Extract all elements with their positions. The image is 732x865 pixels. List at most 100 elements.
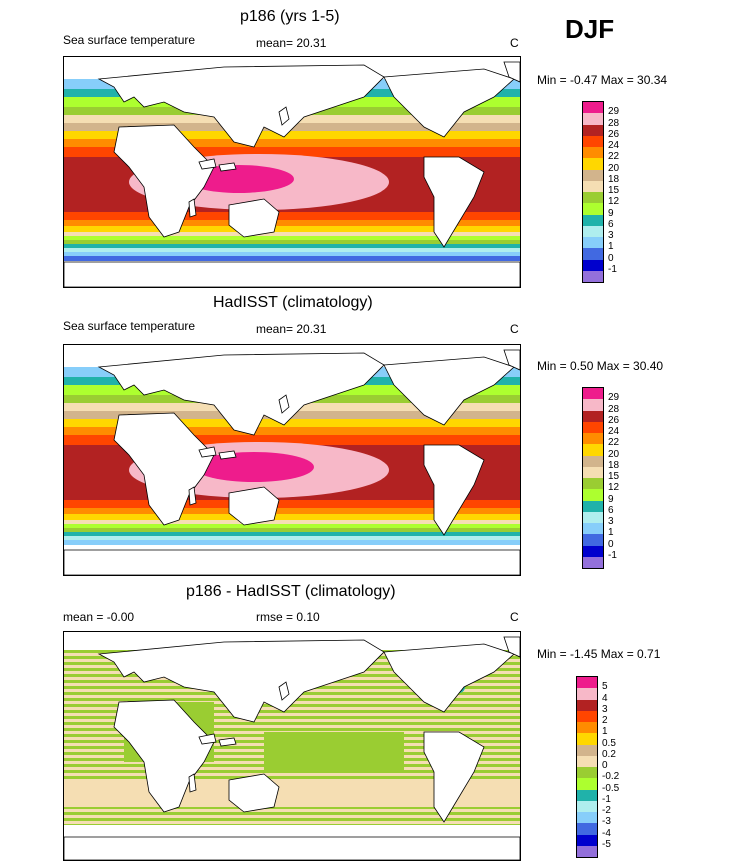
colorbar-swatch [583, 410, 603, 422]
colorbar-tick-label: 15 [608, 471, 620, 482]
colorbar-swatch [577, 733, 597, 745]
colorbar-tick-label: 1 [608, 241, 614, 253]
colorbar-swatch [583, 511, 603, 523]
colorbar-swatch [583, 147, 603, 159]
colorbar-tick-label: 2 [602, 715, 608, 726]
panel2-title: HadISST (climatology) [213, 294, 373, 311]
colorbar-tick-label: 0 [602, 760, 608, 771]
colorbar-swatch [577, 778, 597, 790]
colorbar-swatch [583, 203, 603, 215]
colorbar-swatch [577, 755, 597, 767]
panel3-mean-label: mean = -0.00 [63, 610, 135, 624]
colorbar-tick-label: 24 [608, 426, 620, 437]
panel2-colorbar-swatches [583, 388, 603, 568]
colorbar-tick-label: 0.5 [602, 737, 616, 749]
colorbar-swatch [583, 489, 603, 501]
panel3-land [64, 636, 520, 860]
panel3-title: p186 - HadISST (climatology) [186, 583, 396, 600]
colorbar-swatch [583, 135, 603, 147]
colorbar-tick-label: -3 [602, 816, 611, 828]
colorbar-tick-label: 18 [608, 459, 620, 471]
colorbar-tick-label: -2 [602, 805, 611, 816]
panel2-colorbar [582, 387, 604, 569]
colorbar-swatch [583, 237, 603, 249]
colorbar-tick-label: -1 [608, 549, 617, 561]
colorbar-tick-label: 1 [608, 527, 614, 539]
colorbar-swatch [583, 102, 603, 114]
panel3-map [63, 631, 521, 861]
colorbar-swatch [577, 699, 597, 711]
panel3-colorbar [576, 676, 598, 858]
colorbar-tick-label: 26 [608, 128, 620, 140]
colorbar-swatch [583, 545, 603, 557]
colorbar-tick-label: 3 [602, 703, 608, 715]
colorbar-tick-label: -4 [602, 827, 611, 839]
colorbar-tick-label: 29 [608, 106, 620, 118]
colorbar-tick-label: 29 [608, 392, 620, 404]
colorbar-tick-label: 3 [608, 230, 614, 241]
panel1-variable-label: Sea surface temperature [63, 33, 196, 47]
colorbar-swatch [583, 444, 603, 456]
colorbar-swatch [583, 523, 603, 535]
colorbar-tick-label: 5 [602, 681, 608, 693]
colorbar-tick-label: 12 [608, 196, 620, 208]
colorbar-swatch [583, 534, 603, 546]
panel3-rmse-label: rmse = 0.10 [256, 610, 320, 624]
colorbar-swatch [577, 823, 597, 835]
panel2-land [64, 349, 520, 575]
panel1-units: C [510, 36, 519, 50]
colorbar-swatch [583, 455, 603, 467]
colorbar-swatch [577, 677, 597, 689]
colorbar-tick-label: 0.2 [602, 748, 616, 760]
panel1-colorbar [582, 101, 604, 283]
panel3-units: C [510, 610, 519, 624]
panel1-mean-label: mean= 20.31 [256, 36, 327, 50]
season-label: DJF [565, 14, 615, 44]
colorbar-tick-label: 18 [608, 173, 620, 185]
colorbar-swatch [577, 834, 597, 846]
colorbar-tick-label: 24 [608, 140, 620, 151]
panel1-title: p186 (yrs 1-5) [240, 8, 340, 25]
colorbar-tick-label: 9 [608, 207, 614, 219]
colorbar-swatch [583, 466, 603, 478]
colorbar-swatch [577, 710, 597, 722]
colorbar-swatch [583, 192, 603, 204]
panel2-minmax: Min = 0.50 Max = 30.40 [537, 359, 664, 373]
colorbar-tick-label: 15 [608, 185, 620, 196]
panel2-units: C [510, 322, 519, 336]
colorbar-swatch [583, 500, 603, 512]
colorbar-swatch [583, 388, 603, 400]
colorbar-swatch [583, 248, 603, 260]
colorbar-tick-label: 22 [608, 151, 620, 163]
panel3-minmax: Min = -1.45 Max = 0.71 [537, 647, 661, 661]
colorbar-tick-label: 28 [608, 117, 620, 129]
colorbar-tick-label: 22 [608, 437, 620, 449]
colorbar-swatch [583, 180, 603, 192]
panel2-mean-label: mean= 20.31 [256, 322, 327, 336]
colorbar-tick-label: 20 [608, 162, 620, 174]
colorbar-tick-label: 20 [608, 448, 620, 460]
colorbar-tick-label: -0.5 [602, 782, 620, 794]
colorbar-tick-label: -1 [608, 263, 617, 275]
colorbar-tick-label: 0 [608, 252, 614, 264]
colorbar-swatch [577, 800, 597, 812]
colorbar-tick-label: 3 [608, 516, 614, 527]
colorbar-swatch [583, 169, 603, 181]
colorbar-swatch [577, 688, 597, 700]
colorbar-tick-label: 1 [602, 726, 608, 738]
panel2-variable-label: Sea surface temperature [63, 319, 196, 333]
colorbar-tick-label: 28 [608, 403, 620, 415]
colorbar-tick-label: 26 [608, 414, 620, 426]
colorbar-tick-label: 9 [608, 493, 614, 505]
panel1-land [64, 61, 520, 287]
colorbar-swatch [577, 744, 597, 756]
colorbar-tick-label: -5 [602, 838, 611, 850]
colorbar-swatch [583, 214, 603, 226]
colorbar-swatch [577, 812, 597, 824]
colorbar-tick-label: 4 [602, 692, 608, 704]
colorbar-swatch [583, 259, 603, 271]
colorbar-swatch [583, 124, 603, 136]
colorbar-tick-label: -0.2 [602, 771, 620, 783]
colorbar-tick-label: 6 [608, 504, 614, 516]
colorbar-swatch [583, 225, 603, 237]
